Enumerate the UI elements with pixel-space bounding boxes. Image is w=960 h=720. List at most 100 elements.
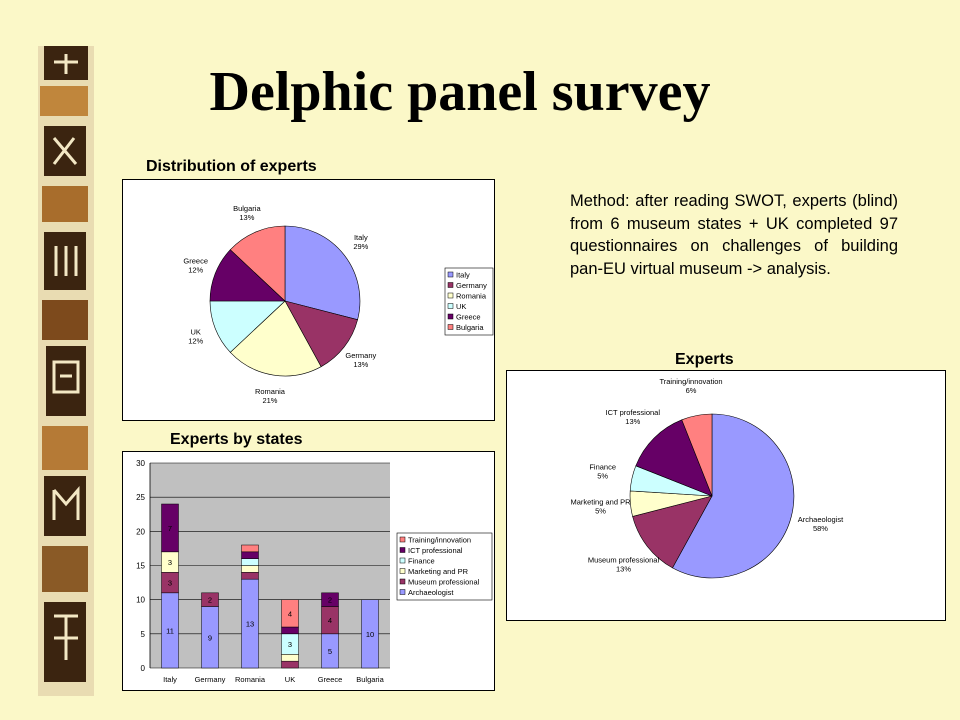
pie-slice-archaeologist xyxy=(672,413,795,579)
legend-swatch-marketing-and-pr xyxy=(399,568,406,574)
distribution-pie-chart: Italy29%Germany13%Romania21%UK12%Greece1… xyxy=(183,204,494,405)
experts-chart-panel: Archaeologist 58% Museum professional 13% Ma… xyxy=(506,370,946,621)
pie-label-value: 29% xyxy=(353,242,368,251)
legend-label-archaeologist: Archaeologist xyxy=(408,588,454,597)
bar-germany-museum-professional xyxy=(201,592,219,607)
legend-label-germany: Germany xyxy=(456,281,487,290)
distribution-chart-panel: Italy 29% Germany 13% Romania 21% UK 12% Greece 1… xyxy=(122,179,495,421)
pie-label-value: 13% xyxy=(353,360,368,369)
legend-label-romania: Romania xyxy=(456,292,487,301)
states-bar-chart: 05101520253011337Italy92Germany13Romania… xyxy=(136,459,493,684)
pie-label-name: Finance xyxy=(589,463,616,472)
pie-slice-italy xyxy=(284,225,361,321)
pie-label-value: 58% xyxy=(813,524,828,533)
bar-value-label: 5 xyxy=(328,647,332,656)
legend-label-ict-professional: ICT professional xyxy=(408,546,463,555)
x-tick-label-italy: Italy xyxy=(163,675,177,684)
pie-label-name: Training/innovation xyxy=(659,377,722,386)
legend-swatch-finance xyxy=(399,557,406,564)
bar-value-label: 10 xyxy=(366,630,374,639)
slide-title: Delphic panel survey xyxy=(209,61,711,123)
bar-greece-ict-professional xyxy=(321,592,339,607)
bar-value-label: 4 xyxy=(328,616,332,625)
legend-box xyxy=(444,267,494,336)
legend-swatch-museum-professional xyxy=(399,578,406,585)
legend-swatch-training-innovation xyxy=(399,536,406,543)
pie-slice-romania xyxy=(229,300,322,377)
pie-label-name: Germany xyxy=(345,351,376,360)
x-tick-label-greece: Greece xyxy=(318,675,343,684)
bar-romania-training-innovation xyxy=(241,544,259,553)
bar-italy-ict-professional xyxy=(161,503,179,553)
pie-label-value: 13% xyxy=(239,213,254,222)
bar-uk-training-innovation xyxy=(281,599,299,628)
legend-label-finance: Finance xyxy=(408,557,435,566)
decorative-bamboo-strip xyxy=(38,46,94,696)
pie-label-value: 12% xyxy=(188,266,203,275)
legend-swatch-romania xyxy=(447,292,454,299)
pie-label-value: 13% xyxy=(616,565,631,574)
bar-bulgaria-archaeologist xyxy=(361,599,379,669)
bar-romania-museum-professional xyxy=(241,572,259,580)
legend-swatch-italy xyxy=(447,271,454,278)
y-tick-label: 15 xyxy=(136,562,145,571)
bar-uk-ict-professional xyxy=(281,626,299,635)
pie-label-name: ICT professional xyxy=(606,408,661,417)
pie-label-name: UK xyxy=(191,327,201,336)
legend-swatch-greece xyxy=(447,313,454,320)
legend-swatch-bulgaria xyxy=(447,324,454,330)
pie-label-value: 5% xyxy=(597,472,608,481)
pie-label-name: Marketing and PR xyxy=(570,498,631,507)
legend-swatch-archaeologist xyxy=(399,589,406,595)
pie-label-value: 6% xyxy=(686,386,697,395)
pie-slice-ict-professional xyxy=(635,419,713,497)
bar-value-label: 7 xyxy=(168,524,172,533)
y-tick-label: 5 xyxy=(141,630,146,639)
bar-value-label: 4 xyxy=(288,609,292,618)
y-tick-label: 0 xyxy=(141,664,146,673)
legend-label-italy: Italy xyxy=(456,271,470,280)
legend-label-bulgaria: Bulgaria xyxy=(456,323,484,332)
legend-swatch-germany xyxy=(447,282,454,288)
bar-romania-marketing-and-pr xyxy=(241,565,259,573)
x-tick-label-bulgaria: Bulgaria xyxy=(356,675,384,684)
legend-label-training-innovation: Training/innovation xyxy=(408,536,471,545)
legend-label-marketing-and-pr: Marketing and PR xyxy=(408,567,469,576)
pie-slice-bulgaria xyxy=(229,225,286,302)
bar-romania-finance xyxy=(241,558,259,566)
pie-slice-germany xyxy=(284,300,358,368)
experts-caption: Experts xyxy=(675,351,734,368)
legend-box xyxy=(396,532,493,601)
x-tick-label-germany: Germany xyxy=(195,675,226,684)
pie-label-value: 13% xyxy=(625,417,640,426)
bar-uk-museum-professional xyxy=(281,660,299,669)
bar-romania-ict-professional xyxy=(241,551,259,559)
bar-value-label: 3 xyxy=(168,558,172,567)
pie-label-marketing-and-pr: Marketing and PR5% xyxy=(570,498,631,516)
legend-swatch-ict-professional xyxy=(399,547,406,553)
states-chart-panel: 0 5 10 15 20 25 30 11 3 3 7 Italy 9 2 Germany 13 Romania… xyxy=(122,451,495,691)
pie-label-value: 21% xyxy=(262,396,277,405)
bar-value-label: 9 xyxy=(208,633,212,642)
bar-value-label: 13 xyxy=(246,620,254,629)
method-text: Method: after reading SWOT, experts (bli… xyxy=(570,192,898,278)
pie-label-value: 5% xyxy=(595,507,606,516)
states-caption: Experts by states xyxy=(170,431,303,448)
x-tick-label-uk: UK xyxy=(285,675,295,684)
bar-uk-marketing-and-pr xyxy=(281,654,299,662)
bar-value-label: 2 xyxy=(208,596,212,605)
bar-value-label: 3 xyxy=(168,579,172,588)
distribution-caption: Distribution of experts xyxy=(146,158,317,175)
bar-value-label: 3 xyxy=(288,640,292,649)
